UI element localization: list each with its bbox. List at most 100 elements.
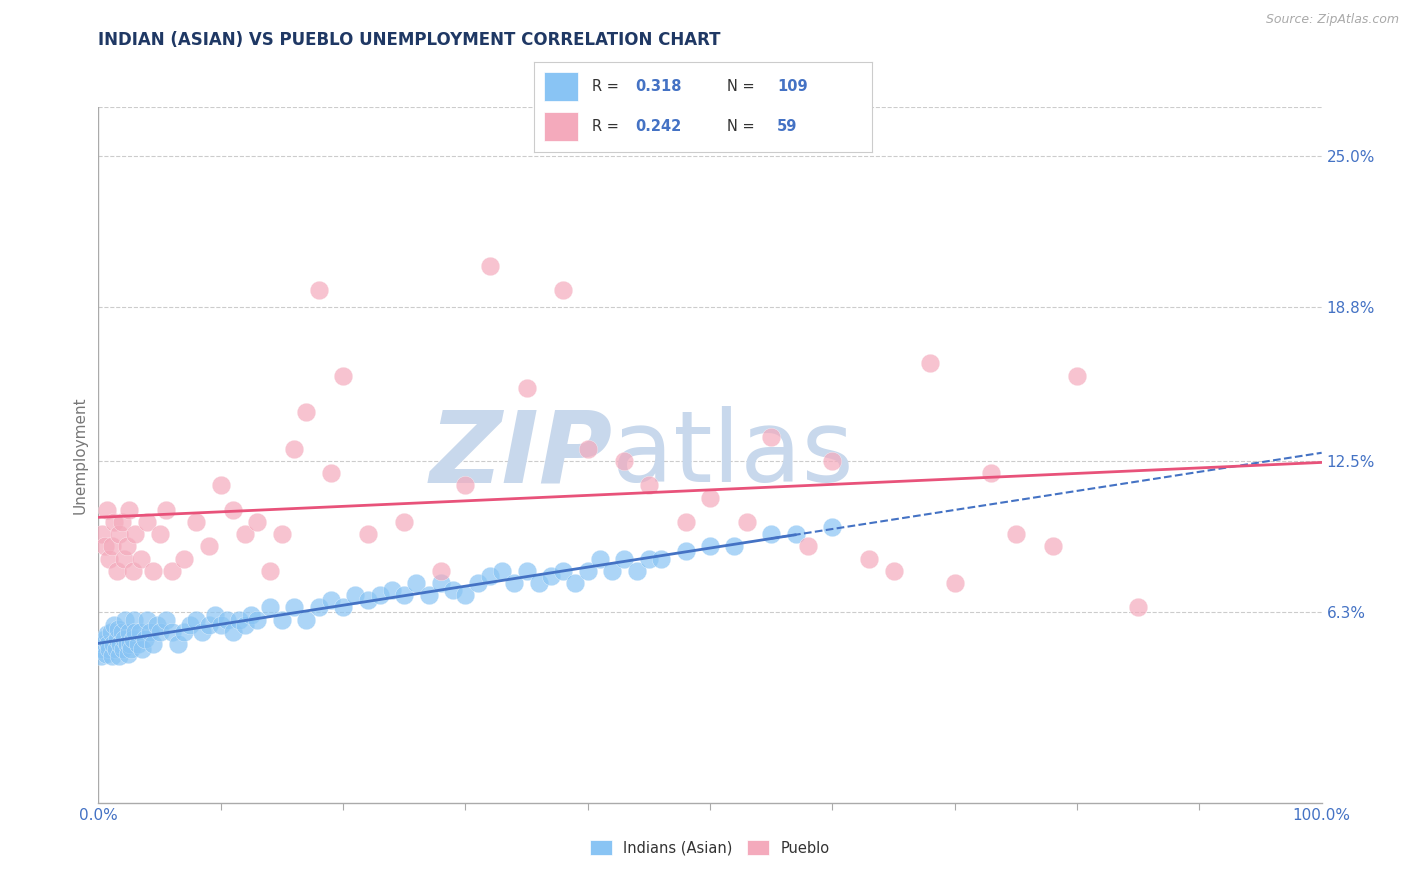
Point: [246, 515, 269, 529]
Point: [319, 593, 342, 607]
Point: [270, 613, 294, 627]
Point: [155, 503, 177, 517]
Point: [1042, 540, 1064, 554]
Text: 0.318: 0.318: [636, 79, 682, 94]
Point: [91, 637, 114, 651]
Point: [155, 613, 177, 627]
Point: [108, 527, 131, 541]
Point: [103, 515, 125, 529]
Point: [112, 632, 135, 647]
Point: [478, 568, 501, 582]
Point: [308, 600, 330, 615]
Point: [122, 613, 145, 627]
Point: [785, 527, 807, 541]
Point: [576, 442, 599, 456]
Point: [283, 442, 305, 456]
Point: [553, 283, 575, 297]
Point: [160, 564, 183, 578]
Point: [124, 527, 146, 541]
Point: [105, 564, 128, 578]
Point: [173, 624, 195, 639]
Point: [356, 593, 378, 607]
Point: [167, 637, 190, 651]
Point: [98, 551, 121, 566]
Point: [344, 588, 367, 602]
Point: [405, 576, 427, 591]
Point: [699, 540, 721, 554]
Point: [418, 588, 440, 602]
Text: Source: ZipAtlas.com: Source: ZipAtlas.com: [1265, 13, 1399, 27]
Point: [111, 515, 134, 529]
Point: [761, 429, 783, 443]
Text: INDIAN (ASIAN) VS PUEBLO UNEMPLOYMENT CORRELATION CHART: INDIAN (ASIAN) VS PUEBLO UNEMPLOYMENT CO…: [98, 31, 721, 49]
Point: [129, 624, 152, 639]
Point: [308, 283, 330, 297]
Point: [101, 540, 124, 554]
Point: [259, 600, 281, 615]
Point: [675, 515, 697, 529]
Point: [1066, 368, 1088, 383]
Point: [90, 649, 112, 664]
Bar: [544, 112, 578, 141]
Point: [637, 551, 661, 566]
Point: [149, 624, 172, 639]
Point: [454, 588, 477, 602]
Point: [319, 467, 342, 481]
Point: [295, 405, 318, 419]
Point: [101, 649, 124, 664]
Point: [91, 642, 114, 657]
Point: [186, 515, 208, 529]
Point: [699, 491, 721, 505]
Text: N =: N =: [727, 120, 759, 134]
Point: [101, 637, 124, 651]
Point: [943, 576, 966, 591]
Point: [127, 637, 149, 651]
Point: [139, 624, 162, 639]
Point: [136, 613, 159, 627]
Point: [93, 540, 115, 554]
Point: [332, 600, 354, 615]
Point: [197, 617, 219, 632]
Point: [430, 564, 453, 578]
Point: [129, 551, 152, 566]
Point: [295, 613, 318, 627]
Point: [540, 568, 562, 582]
Point: [430, 576, 453, 591]
Point: [118, 503, 141, 517]
Point: [283, 600, 305, 615]
Point: [103, 617, 125, 632]
Point: [204, 607, 226, 622]
Point: [222, 503, 245, 517]
Point: [118, 624, 141, 639]
Point: [146, 617, 169, 632]
Point: [173, 551, 195, 566]
Point: [124, 624, 146, 639]
Point: [91, 527, 114, 541]
Point: [136, 515, 159, 529]
Point: [117, 647, 139, 661]
Point: [240, 607, 263, 622]
Point: [142, 637, 165, 651]
Point: [142, 564, 165, 578]
Point: [259, 564, 281, 578]
Point: [332, 368, 354, 383]
Point: [564, 576, 586, 591]
Point: [120, 637, 142, 651]
Text: 0.242: 0.242: [636, 120, 682, 134]
Point: [381, 583, 404, 598]
Point: [1128, 600, 1150, 615]
Point: [110, 637, 132, 651]
Point: [675, 544, 697, 558]
Bar: [544, 72, 578, 101]
Text: N =: N =: [727, 79, 759, 94]
Point: [233, 527, 256, 541]
Point: [626, 564, 648, 578]
Point: [111, 624, 134, 639]
Point: [650, 551, 672, 566]
Point: [93, 632, 115, 647]
Point: [270, 527, 294, 541]
Text: 109: 109: [778, 79, 808, 94]
Point: [761, 527, 783, 541]
Point: [114, 613, 136, 627]
Point: [478, 259, 501, 273]
